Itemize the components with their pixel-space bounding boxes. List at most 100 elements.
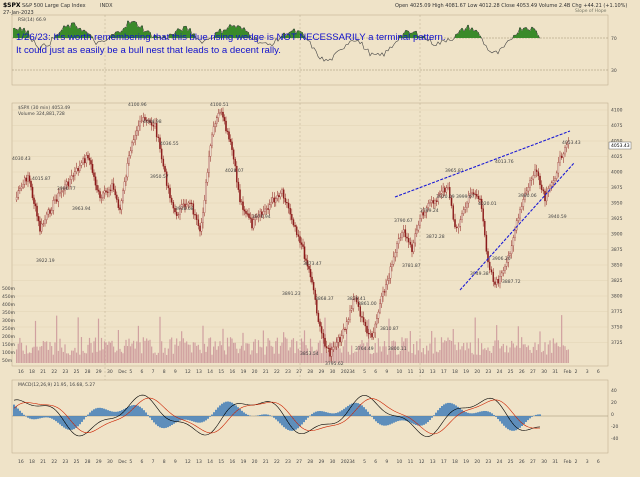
volume-bar	[84, 353, 85, 363]
candle-body	[549, 186, 550, 188]
volume-bar	[188, 345, 189, 363]
date-tick: 23	[285, 459, 291, 465]
volume-bar	[504, 352, 505, 363]
date-tick: 18	[452, 369, 458, 375]
volume-bar	[526, 347, 527, 363]
macd-histogram-bar	[261, 415, 263, 416]
volume-bar	[466, 343, 467, 363]
candle-body	[26, 178, 27, 181]
candle-body	[533, 175, 534, 179]
volume-bar	[48, 350, 49, 363]
volume-bar	[39, 347, 40, 363]
volume-bar	[426, 346, 427, 363]
volume-bar	[141, 353, 142, 363]
volume-bar	[449, 340, 450, 363]
rsi-level-30: 30	[611, 68, 617, 74]
candle-body	[396, 244, 397, 253]
macd-histogram-bar	[323, 412, 325, 416]
candle-body	[382, 291, 383, 296]
volume-bar	[356, 352, 357, 363]
candle-body	[408, 238, 409, 242]
volume-bar	[516, 346, 517, 363]
macd-histogram-bar	[387, 416, 389, 425]
date-tick: 28	[85, 369, 91, 375]
candle-body	[271, 202, 272, 205]
volume-bar	[553, 338, 554, 363]
volume-bar	[429, 344, 430, 363]
candle-body	[465, 207, 466, 209]
volume-bar	[179, 341, 180, 363]
candle-body	[18, 191, 19, 198]
price-point-label: 3980.06	[518, 193, 537, 199]
date-tick: 18	[452, 459, 458, 465]
candle-body	[405, 230, 406, 237]
volume-bar	[213, 347, 214, 363]
macd-label: MACD(12,26,9) 21.95, 16.68, 5.27	[18, 382, 95, 388]
candle-body	[267, 209, 268, 210]
volume-bar	[156, 355, 157, 363]
volume-bar	[154, 353, 155, 363]
volume-bar	[29, 352, 30, 363]
candle-body	[281, 190, 282, 194]
price-point-label: 3938.68	[175, 206, 194, 212]
candle-body	[491, 270, 492, 272]
candle-body	[499, 276, 500, 283]
candle-body	[56, 200, 57, 202]
price-tick: 3900	[611, 232, 623, 238]
volume-bar	[523, 344, 524, 363]
macd-histogram-bar	[161, 416, 163, 428]
macd-histogram-bar	[535, 415, 537, 416]
candle-body	[346, 322, 347, 329]
macd-histogram-bar	[481, 411, 483, 416]
volume-bar	[124, 346, 125, 363]
candle-body	[521, 207, 522, 210]
candle-body	[418, 225, 419, 230]
macd-histogram-bar	[427, 416, 429, 422]
volume-bar	[151, 347, 152, 363]
candle-body	[538, 172, 539, 176]
candle-body	[403, 230, 404, 233]
price-point-label: 4030.43	[12, 156, 31, 162]
candle-body	[368, 333, 369, 334]
date-tick: 9	[385, 369, 388, 375]
candle-body	[431, 200, 432, 202]
candle-body	[208, 156, 209, 172]
candle-body	[564, 148, 565, 154]
volume-bar	[544, 342, 545, 363]
volume-bar	[280, 346, 281, 363]
volume-bar	[371, 354, 372, 363]
volume-bar	[225, 355, 226, 363]
candle-body	[139, 121, 140, 126]
date-tick: 8	[163, 459, 166, 465]
macd-histogram-bar	[401, 416, 403, 420]
volume-bar	[231, 339, 232, 363]
macd-histogram-bar	[493, 415, 495, 416]
macd-histogram-bar	[55, 416, 57, 421]
volume-bar	[451, 341, 452, 363]
macd-histogram-bar	[213, 412, 215, 416]
candle-body	[84, 158, 85, 163]
volume-tick: 50m	[2, 358, 12, 364]
macd-histogram-bar	[327, 413, 329, 416]
candle-body	[113, 184, 114, 190]
candle-body	[244, 210, 245, 211]
date-tick: 25	[508, 459, 514, 465]
volume-bar	[204, 344, 205, 363]
volume-bar	[454, 345, 455, 363]
macd-histogram-bar	[357, 403, 359, 416]
candle-body	[71, 176, 72, 180]
candle-body	[494, 282, 495, 285]
volume-bar	[348, 352, 349, 363]
price-point-label: 3872.28	[426, 234, 445, 240]
macd-histogram-bar	[89, 412, 91, 416]
candle-body	[89, 158, 90, 160]
date-tick: 6	[597, 369, 600, 375]
price-current-marker: 4053.43	[609, 142, 631, 149]
macd-histogram-bar	[467, 413, 469, 416]
volume-bar	[74, 348, 75, 363]
price-point-label: 4013.76	[495, 159, 514, 165]
macd-histogram-bar	[35, 416, 37, 419]
candle-body	[238, 182, 239, 190]
candle-body	[205, 182, 206, 200]
